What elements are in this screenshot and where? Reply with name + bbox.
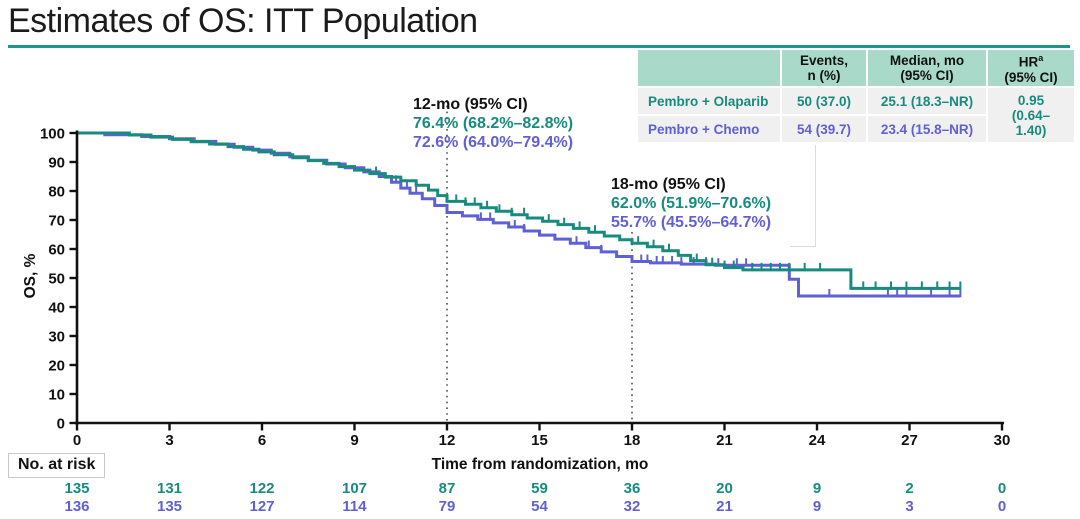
y-tick-label: 100 (40, 126, 65, 143)
header-events-line1: Events, (799, 53, 849, 68)
at-risk-olaparib: 59 (531, 480, 548, 497)
at-risk-olaparib: 107 (342, 480, 367, 497)
olaparib-median-value: 25.1 (18.3–NR) (868, 88, 986, 114)
x-tick-label: 15 (531, 432, 548, 449)
km-curve-pembro-olaparib (77, 131, 962, 290)
x-tick-label: 24 (809, 432, 826, 449)
at-risk-chemo: 127 (249, 498, 274, 515)
at-risk-olaparib: 0 (998, 480, 1006, 497)
header-hr-text: HR (1018, 54, 1039, 70)
page-title: Estimates of OS: ITT Population (8, 2, 478, 40)
hazard-ratio-value: 0.95 (0.64– 1.40) (988, 88, 1074, 142)
y-tick-label: 0 (57, 416, 65, 433)
at-risk-olaparib: 20 (716, 480, 733, 497)
y-tick-label: 20 (48, 358, 65, 375)
title-underline (8, 45, 1070, 48)
annotation-12mo: 12-mo (95% CI) 76.4% (68.2%–82.8%) 72.6%… (413, 95, 573, 152)
header-median-line1: Median, mo (889, 53, 965, 68)
y-tick-label: 50 (48, 271, 65, 288)
y-axis-title: OS, % (22, 253, 39, 299)
axes: 0 3 6 9 12 15 18 21 24 27 30 0 10 20 30 40 50 60 70 80 90 100 (40, 126, 1010, 450)
at-risk-olaparib: 2 (905, 480, 913, 497)
header-hr-superscript: a (1038, 53, 1044, 64)
annotation-18mo-olaparib-value: 62.0% (51.9%–70.6%) (611, 195, 772, 212)
summary-table-corner-cell (638, 50, 780, 86)
x-tick-label: 6 (258, 432, 266, 449)
annotation-18mo-heading: 18-mo (95% CI) (611, 176, 726, 193)
x-tick-label: 18 (624, 432, 641, 449)
olaparib-events-value: 50 (37.0) (782, 88, 866, 114)
at-risk-chemo: 114 (342, 498, 367, 515)
chemo-median-value: 23.4 (15.8–NR) (868, 116, 986, 142)
summary-table-header-hr: HRa (95% CI) (988, 50, 1074, 86)
hr-value-line2: (0.64– (1011, 107, 1051, 123)
y-tick-label: 40 (48, 300, 65, 317)
hr-value-line1: 0.95 (1017, 92, 1045, 108)
hr-value-line3: 1.40) (1015, 122, 1047, 138)
annotation-12mo-chemo-value: 72.6% (64.0%–79.4%) (413, 134, 574, 151)
at-risk-chemo: 3 (905, 498, 913, 515)
y-tick-label: 90 (48, 155, 65, 172)
x-tick-label: 3 (165, 432, 173, 449)
at-risk-chemo: 32 (624, 498, 641, 515)
row-label-pembro-olaparib: Pembro + Olaparib (638, 88, 780, 114)
y-tick-label: 30 (48, 329, 65, 346)
summary-table-header-median: Median, mo (95% CI) (868, 50, 986, 86)
summary-table: Events, n (%) Median, mo (95% CI) HRa (9… (638, 50, 1074, 142)
chemo-events-value: 54 (39.7) (782, 116, 866, 142)
y-tick-label: 60 (48, 242, 65, 259)
header-hr-line1: HRa (1019, 51, 1044, 70)
annotation-18mo: 18-mo (95% CI) 62.0% (51.9%–70.6%) 55.7%… (611, 175, 771, 232)
annotation-18mo-chemo-value: 55.7% (45.5%–64.7%) (611, 214, 772, 231)
at-risk-chemo: 9 (813, 498, 821, 515)
at-risk-olaparib: 131 (157, 480, 182, 497)
x-tick-label: 0 (73, 432, 81, 449)
at-risk-numbers: 1351361311351221271071148779595436322021… (64, 480, 1006, 515)
at-risk-chemo: 79 (439, 498, 456, 515)
summary-table-header-events: Events, n (%) (782, 50, 866, 86)
at-risk-chemo: 54 (531, 498, 548, 515)
row-label-pembro-chemo: Pembro + Chemo (638, 116, 780, 142)
x-axis-title: Time from randomization, mo (431, 456, 649, 473)
y-tick-label: 70 (48, 213, 65, 230)
at-risk-olaparib: 36 (624, 480, 641, 497)
km-path (77, 131, 961, 290)
annotation-12mo-olaparib-value: 76.4% (68.2%–82.8%) (413, 115, 574, 132)
x-tick-label: 30 (994, 432, 1011, 449)
at-risk-olaparib: 122 (249, 480, 274, 497)
header-median-line2: (95% CI) (900, 68, 954, 83)
y-tick-label: 80 (48, 184, 65, 201)
header-events-line2: n (%) (807, 68, 841, 83)
at-risk-chemo: 0 (998, 498, 1006, 515)
at-risk-olaparib: 135 (64, 480, 89, 497)
annotation-12mo-heading: 12-mo (95% CI) (413, 96, 528, 113)
at-risk-olaparib: 9 (813, 480, 821, 497)
header-hr-line2: (95% CI) (1004, 69, 1058, 85)
x-tick-label: 27 (901, 432, 918, 449)
no-at-risk-label: No. at risk (8, 453, 106, 478)
at-risk-chemo: 135 (157, 498, 182, 515)
at-risk-olaparib: 87 (439, 480, 456, 497)
empty-textbox-artifact (790, 145, 816, 247)
y-tick-label: 10 (48, 387, 65, 404)
at-risk-chemo: 136 (64, 498, 89, 515)
at-risk-chemo: 21 (716, 498, 733, 515)
x-tick-label: 21 (716, 432, 733, 449)
x-tick-label: 9 (350, 432, 358, 449)
x-tick-label: 12 (439, 432, 456, 449)
